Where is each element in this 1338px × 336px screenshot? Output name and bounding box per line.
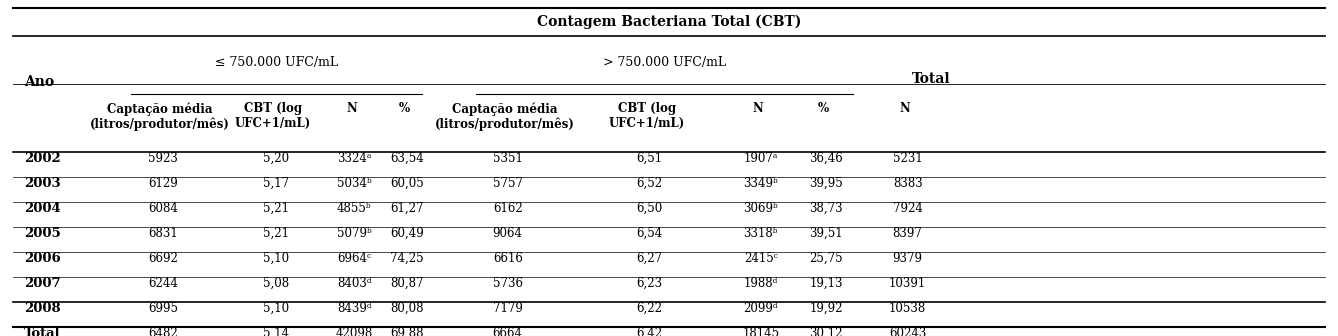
Text: Captação média
(litros/produtor/mês): Captação média (litros/produtor/mês) [435, 102, 575, 131]
Text: 80,08: 80,08 [389, 302, 424, 315]
Text: 10391: 10391 [888, 277, 926, 290]
Text: 30,12: 30,12 [809, 327, 843, 336]
Text: 7924: 7924 [892, 202, 923, 215]
Text: 10538: 10538 [888, 302, 926, 315]
Text: 3318ᵇ: 3318ᵇ [744, 227, 777, 240]
Text: 19,13: 19,13 [809, 277, 843, 290]
Text: 6,52: 6,52 [637, 177, 662, 190]
Text: 6664: 6664 [492, 327, 523, 336]
Text: 7179: 7179 [492, 302, 523, 315]
Text: 36,46: 36,46 [809, 152, 843, 165]
Text: Ano: Ano [24, 75, 54, 89]
Text: 6,27: 6,27 [637, 252, 662, 265]
Text: 5,21: 5,21 [262, 202, 289, 215]
Text: 8383: 8383 [892, 177, 922, 190]
Text: 5923: 5923 [149, 152, 178, 165]
Text: 42098: 42098 [336, 327, 373, 336]
Text: Total: Total [24, 327, 60, 336]
Text: Captação média
(litros/produtor/mês): Captação média (litros/produtor/mês) [90, 102, 230, 131]
Text: 2415ᶜ: 2415ᶜ [744, 252, 777, 265]
Text: 1907ᵃ: 1907ᵃ [744, 152, 777, 165]
Text: 6,42: 6,42 [637, 327, 662, 336]
Text: 60243: 60243 [888, 327, 926, 336]
Text: 6,22: 6,22 [637, 302, 662, 315]
Text: 5,20: 5,20 [262, 152, 289, 165]
Text: 5,10: 5,10 [262, 252, 289, 265]
Text: 6616: 6616 [492, 252, 523, 265]
Text: 6084: 6084 [149, 202, 178, 215]
Text: 5034ᵇ: 5034ᵇ [337, 177, 372, 190]
Text: 80,87: 80,87 [389, 277, 424, 290]
Text: 6831: 6831 [149, 227, 178, 240]
Text: 6129: 6129 [149, 177, 178, 190]
Text: %: % [399, 102, 409, 115]
Text: 5736: 5736 [492, 277, 523, 290]
Text: 8403ᵈ: 8403ᵈ [337, 277, 372, 290]
Text: CBT (log
UFC+1/mL): CBT (log UFC+1/mL) [235, 102, 312, 130]
Text: 5,14: 5,14 [262, 327, 289, 336]
Text: 6,54: 6,54 [636, 227, 662, 240]
Text: N: N [347, 102, 357, 115]
Text: N: N [899, 102, 910, 115]
Text: 6995: 6995 [149, 302, 178, 315]
Text: Contagem Bacteriana Total (CBT): Contagem Bacteriana Total (CBT) [537, 15, 801, 29]
Text: 2008: 2008 [24, 302, 60, 315]
Text: 3349ᵇ: 3349ᵇ [744, 177, 779, 190]
Text: CBT (log
UFC+1/mL): CBT (log UFC+1/mL) [609, 102, 685, 130]
Text: 2007: 2007 [24, 277, 60, 290]
Text: 5079ᵇ: 5079ᵇ [337, 227, 372, 240]
Text: ≤ 750.000 UFC/mL: ≤ 750.000 UFC/mL [215, 56, 339, 69]
Text: 39,95: 39,95 [809, 177, 843, 190]
Text: 2006: 2006 [24, 252, 60, 265]
Text: 3069ᵇ: 3069ᵇ [744, 202, 779, 215]
Text: 2005: 2005 [24, 227, 60, 240]
Text: 69,88: 69,88 [389, 327, 424, 336]
Text: 6,51: 6,51 [637, 152, 662, 165]
Text: 2004: 2004 [24, 202, 60, 215]
Text: 5351: 5351 [492, 152, 523, 165]
Text: 25,75: 25,75 [809, 252, 843, 265]
Text: N: N [753, 102, 764, 115]
Text: 6692: 6692 [149, 252, 178, 265]
Text: 74,25: 74,25 [389, 252, 424, 265]
Text: Total: Total [913, 72, 950, 86]
Text: 38,73: 38,73 [809, 202, 843, 215]
Text: 1988ᵈ: 1988ᵈ [744, 277, 777, 290]
Text: 9064: 9064 [492, 227, 523, 240]
Text: 3324ᵃ: 3324ᵃ [337, 152, 372, 165]
Text: 8439ᵈ: 8439ᵈ [337, 302, 372, 315]
Text: 5,08: 5,08 [262, 277, 289, 290]
Text: 6482: 6482 [149, 327, 178, 336]
Text: 5,21: 5,21 [262, 227, 289, 240]
Text: 6,23: 6,23 [637, 277, 662, 290]
Text: 8397: 8397 [892, 227, 923, 240]
Text: 5231: 5231 [892, 152, 922, 165]
Text: 6964ᶜ: 6964ᶜ [337, 252, 372, 265]
Text: 6,50: 6,50 [636, 202, 662, 215]
Text: 2002: 2002 [24, 152, 60, 165]
Text: 4855ᵇ: 4855ᵇ [337, 202, 372, 215]
Text: 6244: 6244 [149, 277, 178, 290]
Text: 5,17: 5,17 [262, 177, 289, 190]
Text: > 750.000 UFC/mL: > 750.000 UFC/mL [603, 56, 727, 69]
Text: 2003: 2003 [24, 177, 60, 190]
Text: 2099ᵈ: 2099ᵈ [744, 302, 779, 315]
Text: %: % [818, 102, 830, 115]
Text: 5,10: 5,10 [262, 302, 289, 315]
Text: 61,27: 61,27 [389, 202, 424, 215]
Text: 63,54: 63,54 [389, 152, 424, 165]
Text: 18145: 18145 [743, 327, 779, 336]
Text: 19,92: 19,92 [809, 302, 843, 315]
Text: 39,51: 39,51 [809, 227, 843, 240]
Text: 6162: 6162 [492, 202, 523, 215]
Text: 5757: 5757 [492, 177, 523, 190]
Text: 9379: 9379 [892, 252, 923, 265]
Text: 60,49: 60,49 [389, 227, 424, 240]
Text: 60,05: 60,05 [389, 177, 424, 190]
